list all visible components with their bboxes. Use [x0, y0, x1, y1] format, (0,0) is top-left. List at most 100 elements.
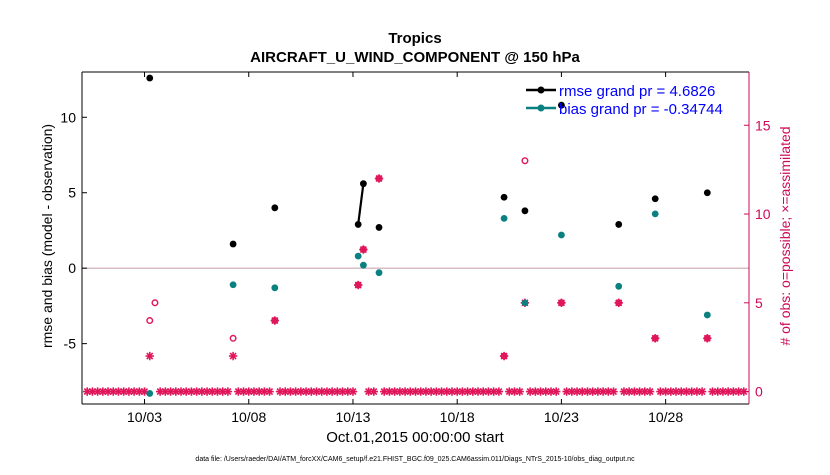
- obs-assimilated-zero-marker: [254, 387, 264, 396]
- obs-assimilated-zero-marker: [536, 387, 545, 396]
- x-tick-label: 10/28: [648, 409, 683, 425]
- obs-possible-marker: [271, 317, 279, 325]
- obs-assimilated-zero-marker: [364, 387, 373, 396]
- obs-assimilated-zero-marker: [697, 387, 707, 396]
- obs-possible-marker: [703, 334, 711, 342]
- obs-possible-marker: [229, 334, 237, 342]
- obs-assimilated-zero-marker: [505, 387, 514, 396]
- obs-assimilated-zero-marker: [239, 387, 248, 396]
- obs-possible-marker: [151, 299, 159, 307]
- obs-assimilated-zero-marker: [348, 387, 358, 396]
- bias-point: [615, 282, 623, 290]
- obs-assimilated-zero-marker: [609, 387, 618, 396]
- obs-assimilated-zero-marker: [265, 387, 274, 396]
- obs-possible-marker: [146, 317, 154, 325]
- rmse-point: [651, 195, 659, 203]
- rmse-point: [229, 240, 237, 248]
- x-tick-label: 10/13: [335, 409, 370, 425]
- obs-assimilated-zero-marker: [421, 387, 431, 396]
- axes: 10/03 10/08 10/13 10/18 10/23 10/28 -5 0 5 10 0 5 10…: [60, 71, 771, 425]
- obs-assimilated-zero-marker: [416, 387, 425, 396]
- bias-point: [146, 390, 154, 397]
- obs-assimilated-zero-marker: [734, 387, 743, 396]
- y-tick-label: 10: [60, 109, 76, 125]
- obs-assimilated-zero-marker: [572, 387, 582, 396]
- bias-point: [229, 281, 237, 289]
- bias-point: [375, 269, 383, 277]
- y2-axis-label: # of obs: o=possible; ×=assimilated: [777, 126, 793, 345]
- obs-assimilated-zero-marker: [473, 387, 483, 396]
- bias-point: [359, 261, 367, 269]
- y-tick-label: 5: [68, 185, 76, 201]
- x-tick-label: 10/08: [231, 409, 266, 425]
- y-tick-label: 0: [68, 260, 76, 276]
- rmse-point: [375, 224, 383, 231]
- y2-tick-label: 10: [755, 206, 771, 222]
- chart-title: Tropics: [388, 30, 441, 47]
- rmse-point: [558, 101, 565, 109]
- bias-point: [703, 311, 711, 319]
- chart-subtitle: AIRCRAFT_U_WIND_COMPONENT @ 150 hPa: [250, 49, 580, 66]
- bias-point: [500, 214, 508, 222]
- rmse-point: [354, 221, 362, 228]
- obs-assimilated-zero-marker: [671, 387, 681, 396]
- obs-assimilated-zero-marker: [666, 387, 676, 396]
- obs-assimilated-zero-marker: [166, 387, 175, 396]
- y-axis-label: rmse and bias (model - observation): [39, 124, 55, 348]
- obs-assimilated-marker: [145, 351, 154, 361]
- obs-assimilated-zero-marker: [249, 387, 259, 396]
- obs-possible-marker: [354, 281, 362, 289]
- obs-possible-marker: [359, 246, 367, 254]
- obs-assimilated-zero-marker: [223, 387, 233, 396]
- x-tick-label: 10/23: [544, 409, 579, 425]
- bias-point: [354, 252, 362, 260]
- bias-point: [521, 299, 529, 307]
- obs-assimilated-zero-marker: [551, 387, 561, 396]
- rmse-point: [146, 74, 154, 82]
- bias-point: [558, 231, 565, 239]
- obs-possible-marker: [375, 175, 383, 183]
- x-tick-label: 10/03: [127, 409, 162, 425]
- rmse-point: [615, 221, 623, 228]
- legend: rmse grand pr = 4.6826 bias grand pr = -…: [526, 83, 723, 118]
- x-tick-label: 10/18: [440, 409, 475, 425]
- legend-bias-label: bias grand pr = -0.34744: [559, 101, 723, 118]
- rmse-point: [500, 193, 508, 201]
- obs-assimilated-zero-marker: [489, 387, 498, 396]
- obs-assimilated-zero-marker: [213, 387, 222, 396]
- legend-rmse-label: rmse grand pr = 4.6826: [559, 83, 715, 100]
- obs-assimilated-zero-marker: [708, 387, 717, 396]
- rmse-line-segment: [357, 183, 365, 225]
- obs-assimilated-zero-marker: [155, 387, 165, 396]
- obs-assimilated-zero-marker: [369, 387, 379, 396]
- rmse-point: [271, 204, 279, 212]
- legend-rmse-marker: [537, 86, 545, 94]
- obs-possible-marker: [557, 299, 565, 307]
- obs-assimilated-zero-marker: [598, 387, 608, 396]
- obs-assimilated-zero-marker: [718, 387, 728, 396]
- data-marks: [83, 74, 748, 397]
- rmse-point: [359, 180, 367, 188]
- obs-possible-marker: [615, 299, 623, 307]
- obs-possible-marker: [651, 334, 659, 342]
- x-axis-label: Oct.01,2015 00:00:00 start: [326, 429, 504, 446]
- legend-bias-marker: [537, 104, 545, 112]
- rmse-point: [703, 189, 711, 197]
- y2-tick-label: 5: [755, 295, 763, 311]
- bias-point: [271, 284, 279, 292]
- obs-assimilated-zero-marker: [395, 387, 405, 396]
- obs-assimilated-zero-marker: [307, 387, 316, 396]
- obs-assimilated-zero-marker: [114, 387, 123, 396]
- obs-assimilated-zero-marker: [723, 387, 733, 396]
- obs-assimilated-zero-marker: [593, 387, 603, 396]
- obs-possible-marker: [500, 352, 508, 360]
- obs-assimilated-zero-marker: [494, 387, 504, 396]
- obs-assimilated-zero-marker: [296, 387, 306, 396]
- y2-tick-label: 15: [755, 117, 771, 133]
- obs-possible-marker: [521, 157, 529, 165]
- y-tick-label: -5: [64, 336, 77, 352]
- obs-assimilated-zero-marker: [525, 387, 535, 396]
- obs-assimilated-zero-marker: [624, 387, 634, 396]
